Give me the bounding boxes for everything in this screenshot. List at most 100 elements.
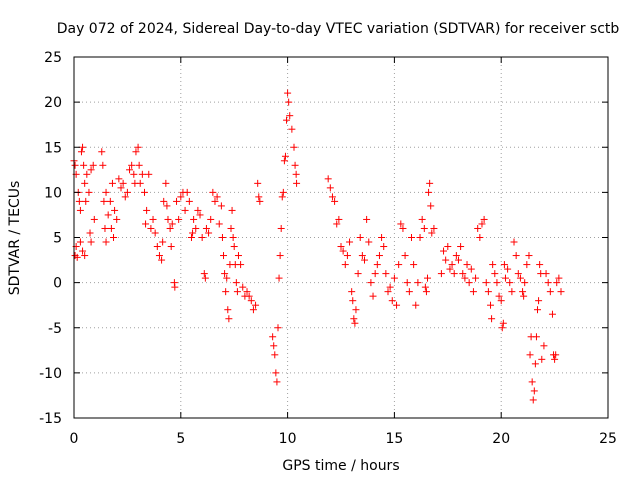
data-point bbox=[77, 148, 85, 156]
data-point bbox=[136, 179, 144, 187]
data-point bbox=[75, 197, 83, 205]
grid bbox=[74, 57, 608, 418]
data-point bbox=[256, 197, 264, 205]
data-point bbox=[375, 252, 383, 260]
data-point bbox=[553, 279, 561, 287]
data-point bbox=[166, 224, 174, 232]
data-point bbox=[149, 215, 157, 223]
data-point bbox=[428, 229, 436, 237]
y-tick-label: 5 bbox=[53, 231, 62, 247]
data-point bbox=[249, 306, 257, 314]
data-point bbox=[534, 306, 542, 314]
data-point bbox=[395, 261, 403, 269]
data-point bbox=[542, 270, 550, 278]
data-point bbox=[335, 215, 343, 223]
data-point bbox=[516, 274, 524, 282]
data-point bbox=[491, 270, 499, 278]
data-point bbox=[444, 243, 452, 251]
data-point bbox=[467, 265, 475, 273]
y-tick-label: 0 bbox=[53, 276, 62, 292]
data-point bbox=[167, 243, 175, 251]
x-tick-label: 5 bbox=[176, 431, 185, 447]
data-point bbox=[164, 215, 172, 223]
data-point bbox=[482, 279, 490, 287]
y-tick-label: -5 bbox=[48, 321, 62, 337]
data-point bbox=[425, 188, 433, 196]
data-point bbox=[493, 279, 501, 287]
data-point bbox=[239, 283, 247, 291]
data-point bbox=[201, 274, 209, 282]
data-point bbox=[163, 202, 171, 210]
data-point bbox=[288, 125, 296, 133]
data-point bbox=[194, 206, 202, 214]
data-point bbox=[272, 369, 280, 377]
data-point bbox=[360, 256, 368, 264]
data-point bbox=[283, 116, 291, 124]
data-point bbox=[521, 279, 529, 287]
data-point bbox=[102, 238, 110, 246]
data-point bbox=[369, 292, 377, 300]
data-point bbox=[356, 234, 364, 241]
data-point bbox=[388, 297, 396, 305]
data-point bbox=[79, 143, 87, 151]
data-point bbox=[132, 148, 140, 156]
data-point bbox=[548, 310, 556, 318]
data-point bbox=[333, 220, 341, 228]
data-point bbox=[339, 247, 347, 255]
data-point bbox=[286, 112, 294, 120]
data-point bbox=[489, 261, 497, 269]
y-tick-labels: -15 -10 -5 0 5 10 15 20 25 bbox=[39, 50, 62, 427]
data-point bbox=[83, 170, 91, 178]
data-point bbox=[540, 342, 548, 350]
data-point bbox=[252, 301, 260, 309]
data-point bbox=[275, 274, 283, 282]
data-point bbox=[87, 238, 95, 246]
data-point bbox=[99, 161, 107, 169]
data-point bbox=[189, 229, 197, 237]
data-point bbox=[422, 288, 430, 296]
data-point bbox=[497, 297, 505, 305]
data-point bbox=[285, 98, 293, 106]
data-point bbox=[293, 179, 301, 187]
data-point bbox=[349, 297, 357, 305]
data-point bbox=[487, 301, 495, 309]
data-point bbox=[500, 261, 508, 269]
data-point bbox=[224, 306, 232, 314]
data-point bbox=[128, 161, 136, 169]
data-point bbox=[171, 283, 179, 291]
data-point bbox=[270, 342, 278, 350]
y-tick-label: 10 bbox=[44, 185, 62, 201]
data-point bbox=[519, 288, 527, 296]
data-point bbox=[177, 193, 185, 201]
y-tick-label: -15 bbox=[39, 411, 62, 427]
data-point bbox=[213, 193, 221, 201]
data-point bbox=[138, 170, 146, 178]
data-point bbox=[220, 252, 228, 260]
data-point bbox=[416, 234, 424, 241]
data-point bbox=[488, 315, 496, 323]
data-point bbox=[155, 252, 163, 260]
data-point bbox=[328, 193, 336, 201]
data-point bbox=[229, 234, 237, 241]
data-point bbox=[529, 396, 537, 404]
data-point bbox=[348, 288, 356, 296]
data-point bbox=[107, 224, 115, 232]
data-point bbox=[113, 215, 121, 223]
data-point bbox=[520, 292, 528, 300]
data-point bbox=[121, 193, 129, 201]
data-point bbox=[450, 270, 458, 278]
data-point bbox=[190, 215, 198, 223]
data-point bbox=[326, 184, 334, 192]
data-point bbox=[247, 297, 255, 305]
data-point bbox=[89, 161, 97, 169]
data-point bbox=[427, 202, 435, 210]
data-point bbox=[358, 252, 366, 260]
data-point bbox=[108, 179, 116, 187]
data-point bbox=[168, 220, 176, 228]
data-point bbox=[351, 319, 359, 327]
data-point bbox=[145, 170, 153, 178]
data-point bbox=[446, 265, 454, 273]
data-point bbox=[324, 175, 332, 183]
data-point bbox=[134, 143, 142, 151]
data-point bbox=[234, 252, 242, 260]
